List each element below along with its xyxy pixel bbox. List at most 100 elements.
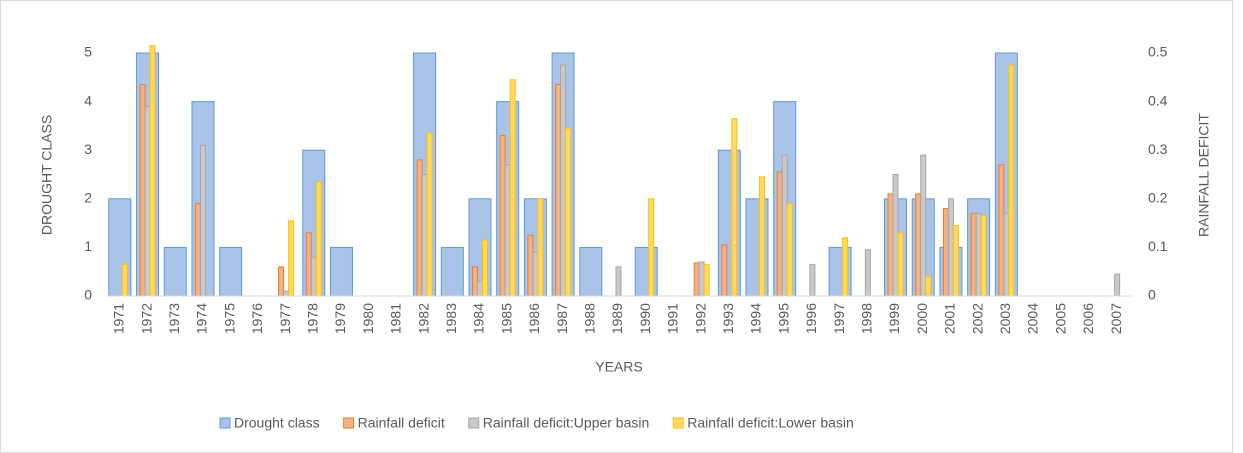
y-axis-title: DROUGHT CLASS: [39, 115, 55, 235]
bar: [416, 159, 423, 297]
bar: [887, 193, 894, 297]
bar: [842, 237, 849, 297]
bar: [199, 144, 206, 297]
x-tick-label: 1973: [166, 303, 182, 334]
x-tick-label: 1990: [637, 303, 653, 334]
x-tick-label: 1978: [304, 303, 320, 334]
bar: [915, 193, 922, 297]
y-tick-label: 5: [84, 44, 92, 60]
legend-label: Rainfall deficit:Upper basin: [483, 415, 650, 431]
x-tick-label: 2006: [1080, 303, 1096, 334]
bar: [942, 208, 949, 297]
bar: [721, 244, 728, 297]
bar: [121, 263, 128, 297]
x-tick-label: 1989: [609, 303, 625, 334]
bar: [759, 176, 766, 297]
bar: [698, 261, 705, 297]
bar: [310, 256, 317, 297]
y-tick-label: 3: [84, 141, 92, 157]
x-tick-label: 1998: [859, 303, 875, 334]
bar: [998, 164, 1005, 297]
y2-axis-title: RAINFALL DEFICIT: [1196, 113, 1212, 237]
bar: [288, 220, 295, 297]
x-tick-label: 1988: [582, 303, 598, 334]
x-tick-label: 2007: [1108, 303, 1124, 334]
y2-tick-label: 0.3: [1148, 141, 1168, 157]
bar: [194, 203, 201, 297]
bar: [781, 154, 788, 297]
bar: [892, 174, 899, 297]
x-tick-label: 1981: [388, 303, 404, 334]
y-tick-label: 2: [84, 190, 92, 206]
bar: [139, 84, 146, 297]
bar: [1003, 212, 1010, 297]
bar: [555, 84, 562, 297]
bar: [786, 203, 793, 297]
bar: [947, 198, 954, 297]
y2-tick-label: 0: [1148, 287, 1156, 303]
bar: [163, 246, 187, 297]
bar: [703, 263, 710, 297]
x-tick-label: 1993: [720, 303, 736, 334]
x-tick-label: 1995: [775, 303, 791, 334]
bar: [1114, 273, 1121, 297]
bar: [149, 45, 156, 297]
bar: [897, 232, 904, 297]
x-tick-label: 1986: [526, 303, 542, 334]
bar: [532, 251, 539, 297]
bar: [565, 127, 572, 297]
y-tick-label: 0: [84, 287, 92, 303]
bar: [481, 239, 488, 297]
x-tick-label: 1984: [471, 303, 487, 334]
legend-swatch: [468, 417, 480, 429]
bar: [305, 232, 312, 297]
x-tick-label: 1983: [443, 303, 459, 334]
legend-label: Drought class: [234, 415, 320, 431]
y-tick-label: 1: [84, 238, 92, 254]
bar: [579, 246, 603, 297]
bar: [537, 198, 544, 297]
x-tick-label: 2000: [914, 303, 930, 334]
bar: [421, 174, 428, 297]
x-tick-label: 1994: [748, 303, 764, 334]
bar: [527, 234, 534, 297]
x-tick-label: 1992: [692, 303, 708, 334]
legend-label: Rainfall deficit:Lower basin: [687, 415, 854, 431]
x-tick-label: 1997: [831, 303, 847, 334]
bar: [648, 198, 655, 297]
bar: [440, 246, 464, 297]
x-tick-label: 1980: [360, 303, 376, 334]
bar: [144, 105, 151, 297]
x-axis-title: YEARS: [595, 359, 642, 375]
x-tick-label: 1971: [111, 303, 127, 334]
bar: [980, 215, 987, 297]
x-tick-label: 2002: [969, 303, 985, 334]
bar: [329, 246, 353, 297]
x-tick-label: 1987: [554, 303, 570, 334]
x-tick-label: 2005: [1052, 303, 1068, 334]
y2-tick-label: 0.5: [1148, 44, 1168, 60]
x-tick-label: 1972: [138, 303, 154, 334]
bar: [504, 164, 511, 297]
bar: [693, 262, 700, 297]
bar: [952, 225, 959, 297]
bar: [970, 212, 977, 297]
x-tick-label: 1974: [194, 303, 210, 334]
bar: [925, 276, 932, 297]
bar: [975, 212, 982, 297]
bar: [499, 135, 506, 297]
bar: [731, 118, 738, 297]
legend-label: Rainfall deficit: [358, 415, 445, 431]
y2-tick-label: 0.2: [1148, 190, 1168, 206]
bar: [283, 290, 290, 297]
bar: [1008, 64, 1015, 297]
bar: [864, 249, 871, 297]
bar: [509, 79, 516, 297]
legend-swatch: [672, 417, 684, 429]
y2-tick-label: 0.1: [1148, 238, 1168, 254]
bar: [315, 181, 322, 297]
bar: [426, 132, 433, 297]
x-tick-label: 1976: [249, 303, 265, 334]
y-tick-label: 4: [84, 92, 92, 108]
